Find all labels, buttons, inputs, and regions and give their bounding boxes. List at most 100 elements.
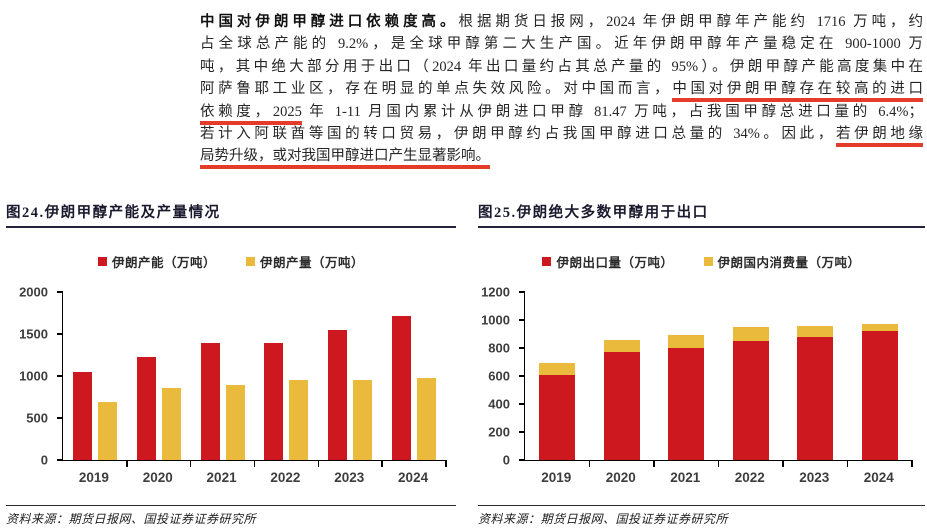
bar-segment (797, 325, 834, 337)
paragraph-line: 占全球总产能的 9.2%，是全球甲醇第二大生产国。近年伊朗甲醇年产量稳定在 90… (200, 33, 923, 55)
figure-panel-24: 图24.伊朗甲醇产能及产量情况 伊朗产能（万吨） 伊朗产量（万吨） 0 500 100… (6, 201, 456, 527)
bar (328, 329, 348, 460)
y-tick-mark (57, 417, 63, 419)
legend-label: 伊朗产能（万吨） (111, 256, 216, 270)
y-tick-mark (57, 333, 63, 335)
x-axis: 2019 2020 2021 2022 2023 2024 (62, 464, 446, 488)
legend-label: 伊朗产量（万吨） (260, 256, 365, 270)
legend-item: 伊朗产能（万吨） (97, 252, 216, 271)
paragraph-line: 若计入阿联酋等国的转口贸易，伊朗甲醇约占我国甲醇进口总量的 34%。因此，若伊朗… (200, 123, 924, 147)
y-tick-mark (519, 459, 525, 461)
x-tick-mark (782, 460, 784, 467)
bar-segment (539, 374, 576, 460)
highlighted-text: 局势升级，或对我国甲醇进口产生显著影响。 (200, 148, 490, 170)
figure-panel-25: 图25.伊朗绝大多数甲醇用于出口 伊朗出口量（万吨） 伊朗国内消费量（万吨） 0 2… (478, 201, 925, 527)
legend-swatch-icon (97, 257, 107, 266)
y-axis: 0 500 1000 1500 2000 (6, 285, 56, 468)
bar (72, 371, 92, 460)
bar (353, 379, 373, 460)
x-tick-mark (381, 460, 383, 467)
source-note: 资料来源：期货日报网、国投证券证券研究所 (478, 505, 925, 527)
legend-swatch-icon (703, 257, 713, 266)
paragraph-line: 阿萨鲁耶工业区，存在明显的单点失效风险。对中国而言，中国对伊朗甲醇存在较高的进口 (200, 78, 924, 103)
x-tick-label: 2024 (398, 470, 429, 485)
text-segment: 占全球总产能的 9.2%，是全球甲醇第二大生产国。近年伊朗甲醇年产量稳定在 90… (200, 36, 923, 53)
highlighted-text: 依赖度，2025 (200, 103, 302, 125)
bar (97, 402, 117, 460)
y-tick-label: 0 (40, 452, 48, 468)
highlighted-text: 若伊朗地缘 (835, 125, 924, 147)
bar-segment (732, 341, 769, 460)
x-tick-mark (189, 460, 192, 467)
x-tick-mark (445, 460, 447, 467)
y-tick-mark (519, 347, 525, 349)
y-tick-label: 2000 (19, 284, 48, 300)
bar-segment (603, 352, 640, 460)
y-tick-mark (519, 403, 525, 405)
y-tick-mark (57, 459, 63, 461)
legend-item: 伊朗出口量（万吨） (542, 252, 673, 271)
y-tick-mark (519, 431, 525, 433)
legend-swatch-icon (542, 257, 552, 266)
text-segment: 根据期货日报网，2024 年伊朗甲醇年产能约 1716 万吨，约 (458, 14, 924, 30)
bar (392, 315, 412, 460)
x-axis: 2019 2020 2021 2022 2023 2024 (524, 464, 912, 488)
x-tick-mark (653, 460, 655, 467)
x-tick-label: 2021 (206, 470, 237, 485)
bar-segment (668, 348, 705, 460)
y-tick-mark (519, 375, 525, 377)
bar (225, 385, 245, 460)
x-tick-label: 2019 (541, 470, 572, 485)
chart-legend: 伊朗产能（万吨） 伊朗产量（万吨） (6, 252, 456, 271)
source-note: 资料来源：期货日报网、国投证券证券研究所 (6, 505, 456, 527)
y-tick-mark (57, 291, 63, 293)
paragraph-lead-bold: 中国对伊朗甲醇进口依赖度高。 (200, 14, 459, 30)
text-segment: 若计入阿联酋等国的转口贸易，伊朗甲醇约占我国甲醇进口总量的 34%。因此， (200, 125, 836, 142)
bar (264, 343, 284, 460)
bar-chart-iran-exports-consumption: 伊朗出口量（万吨） 伊朗国内消费量（万吨） 0 200 400 600 800 1000 12… (478, 228, 925, 505)
figure-title: 图24.伊朗甲醇产能及产量情况 (6, 201, 456, 228)
x-tick-label: 2020 (605, 470, 636, 485)
x-tick-mark (317, 460, 320, 467)
y-tick-mark (519, 291, 525, 293)
y-tick-label: 500 (26, 410, 48, 426)
bar-segment (668, 335, 705, 348)
x-tick-mark (911, 460, 913, 467)
text-segment: 阿萨鲁耶工业区，存在明显的单点失效风险。对中国而言， (200, 81, 673, 98)
bar-segment (797, 336, 834, 460)
text-segment: 年 1-11 月国内累计从伊朗进口甲醇 81.47 万吨，占我国甲醇总进口量的 … (301, 103, 923, 120)
y-tick-label: 1000 (481, 312, 510, 328)
y-tick-label: 1500 (19, 326, 48, 342)
plot-area (519, 291, 913, 467)
chart-legend: 伊朗出口量（万吨） 伊朗国内消费量（万吨） (478, 252, 925, 271)
x-tick-label: 2021 (670, 470, 701, 485)
y-tick-label: 600 (488, 368, 510, 384)
legend-label: 伊朗出口量（万吨） (556, 256, 674, 270)
x-tick-label: 2022 (270, 470, 301, 485)
y-tick-label: 200 (488, 424, 510, 440)
bar (136, 357, 156, 460)
y-tick-mark (57, 375, 63, 377)
legend-item: 伊朗国内消费量（万吨） (703, 252, 861, 271)
x-tick-mark (588, 460, 591, 467)
figure-title: 图25.伊朗绝大多数甲醇用于出口 (478, 201, 925, 228)
paragraph-line: 局势升级，或对我国甲醇进口产生显著影响。 (200, 145, 923, 170)
body-paragraph: 中国对伊朗甲醇进口依赖度高。根据期货日报网，2024 年伊朗甲醇年产能约 171… (200, 11, 924, 170)
x-tick-label: 2019 (78, 470, 109, 485)
x-tick-mark (846, 460, 849, 467)
y-tick-label: 0 (502, 452, 510, 468)
paragraph-line: 吨，其中绝大部分用于出口（2024 年出口量约占其总产量的 95%）。伊朗甲醇产… (200, 56, 923, 78)
bar-segment (732, 327, 769, 341)
y-tick-label: 1000 (19, 368, 48, 384)
y-tick-label: 400 (488, 396, 510, 412)
x-tick-label: 2023 (799, 470, 830, 485)
x-tick-label: 2022 (734, 470, 765, 485)
bar (289, 380, 309, 460)
x-tick-label: 2020 (142, 470, 173, 485)
y-axis: 0 200 400 600 800 1000 1200 (478, 285, 518, 468)
y-tick-label: 1200 (481, 284, 510, 300)
x-tick-label: 2023 (334, 470, 365, 485)
bar-chart-iran-capacity-production: 伊朗产能（万吨） 伊朗产量（万吨） 0 500 1000 1500 2000 2019 20… (6, 228, 456, 505)
bar (161, 388, 181, 460)
y-tick-label: 800 (488, 340, 510, 356)
